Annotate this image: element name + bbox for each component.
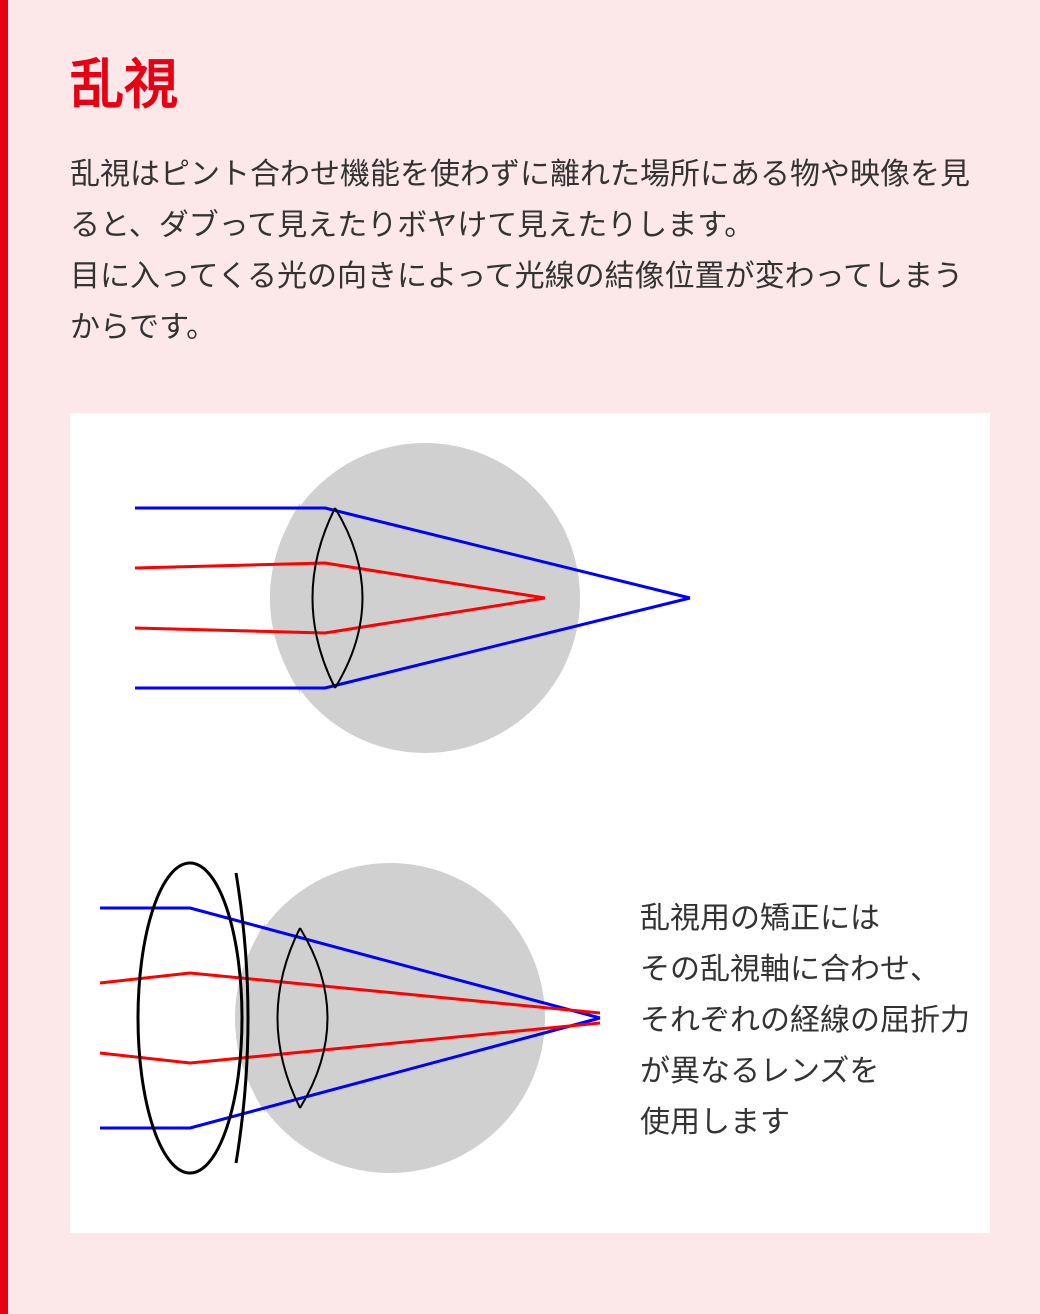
diagram-caption: 乱視用の矯正にはその乱視軸に合わせ、それぞれの経線の屈折力が異なるレンズを使用し… [640,893,980,1148]
content-container: 乱視 乱視はピント合わせ機能を使わずに離れた場所にある物や映像を見ると、ダブって… [70,40,990,1233]
page-description: 乱視はピント合わせ機能を使わずに離れた場所にある物や映像を見ると、ダブって見えた… [70,149,990,353]
page-title: 乱視 [70,40,990,119]
diagram-panel: 乱視用の矯正にはその乱視軸に合わせ、それぞれの経線の屈折力が異なるレンズを使用し… [70,413,990,1233]
page-root: 乱視 乱視はピント合わせ機能を使わずに離れた場所にある物や映像を見ると、ダブって… [0,0,1040,1314]
accent-bar [0,0,8,1314]
